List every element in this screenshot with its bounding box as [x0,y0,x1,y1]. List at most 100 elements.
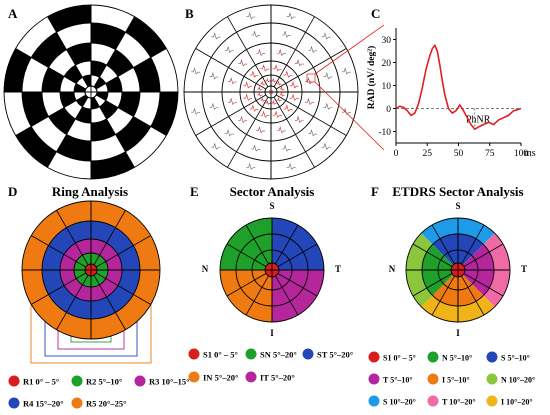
sector-analysis-spoke [277,273,318,297]
label-superior-e: S [269,201,274,211]
legend-label: N 10°–20° [501,376,535,385]
stimulus-black-element [91,61,107,78]
stimulus-black-element [91,97,100,109]
mini-trace [191,67,201,75]
mini-trace [224,129,234,137]
mini-trace [281,30,291,38]
mini-trace [321,32,331,40]
waveform-line [395,43,522,131]
mini-trace [227,77,237,85]
stimulus-black-element [74,83,86,92]
y-tick-label: 20 [382,59,392,69]
trace-array-spoke [273,96,315,168]
mini-trace [276,97,282,102]
legend-swatch [71,397,83,409]
trace-array-diagram [183,4,359,180]
x-tick-label: 0 [394,149,399,159]
stimulus-black-element [115,116,151,152]
label-nasal-f: N [389,264,396,274]
legend-label: IN 5°–20° [203,373,238,383]
trace-array-spoke [195,94,267,136]
y-tick-label: 10 [382,82,392,92]
etdrs-spoke [412,243,453,267]
panel-letter-a: A [8,6,18,21]
y-tick-label: 0 [386,105,391,115]
y-tick-label: -10 [378,128,391,138]
mini-trace [308,45,318,53]
ring-analysis-spoke [31,272,87,305]
mini-trace [243,93,253,101]
x-tick-label: 25 [423,149,433,159]
ring-analysis-spoke [56,274,89,330]
mini-trace [251,30,261,38]
etdrs-spoke [461,275,485,316]
mini-trace [289,93,299,101]
mini-trace [321,142,331,150]
stimulus-spoke [95,94,167,136]
legend-swatch [8,397,20,409]
stimulus-black-element [15,126,57,168]
legend-label: ST 5°–20° [317,350,353,360]
sector-analysis-spoke [245,224,269,265]
panel-letter-c: C [371,6,380,21]
legend-ring-analysis: R1 0° – 5° R2 5°–10° R3 10°–15° R4 15°–20° R… [8,375,190,409]
etdrs-spoke [431,224,455,265]
center-trace [268,89,274,95]
y-axis-label: RAD (nV/ deg²) [366,46,377,110]
sector-analysis-spoke [245,275,269,316]
panel-letter-b: B [185,6,194,21]
mini-trace [191,107,201,115]
legend-swatch [427,395,439,407]
mini-trace [249,104,259,112]
stimulus-black-element [105,76,122,92]
legend-label: R1 0° – 5° [23,377,59,387]
mini-trace [257,85,263,91]
mini-trace [209,72,219,80]
mini-trace [260,110,270,118]
stimulus-black-element [133,57,160,92]
legend-label: I 10°–20° [501,398,533,407]
zoom-source-box [306,73,316,83]
sector-analysis-spoke [275,224,299,265]
legend-swatch [368,351,380,363]
waveform-chart: RAD (nV/ deg²) ms PhNR -10 0 10 20 30 0 25 50 75… [366,28,536,159]
mini-trace [272,64,282,72]
mini-trace [260,97,266,102]
stimulus-black-element [60,92,77,108]
legend-swatch [368,373,380,385]
stimulus-spoke [15,94,87,136]
legend-etdrs-sector-analysis: S1 0° – 5° N 5°–10° S 5°–10° T 5°–10° I 5°–1… [368,351,535,407]
mini-trace [286,12,296,20]
etdrs-spoke [431,275,455,316]
mini-trace [294,59,304,67]
sector-analysis-spoke [226,273,267,297]
x-tick-label: 100 [514,149,529,159]
mini-trace [272,110,282,118]
mini-trace [341,107,351,115]
mini-trace [276,80,282,86]
sector-analysis-spoke [226,243,267,267]
trace-array-spoke [275,94,347,136]
mini-trace [211,32,221,40]
mini-trace [286,162,296,171]
stimulus-spoke [47,16,89,88]
connector-line-bottom [314,81,385,151]
legend-label: S1 0° – 5° [203,350,238,360]
legend-swatch [486,351,498,363]
mini-trace [260,80,266,86]
ring-analysis-spoke [95,272,151,305]
ring-analysis-spoke [56,210,89,266]
ring-analysis-title: Ring Analysis [52,184,128,199]
legend-swatch [486,373,498,385]
mini-trace [279,85,285,91]
trace-array-spoke [227,96,269,168]
sector-analysis-spoke [275,275,299,316]
ring-analysis-spoke [95,235,151,268]
mini-trace [283,70,293,78]
legend-label: S1 0° – 5° [383,354,416,363]
mini-trace [276,48,286,57]
x-tick-label: 75 [485,149,495,159]
stimulus-black-element [56,134,91,161]
phnr-annotation: PhNR [466,114,491,125]
